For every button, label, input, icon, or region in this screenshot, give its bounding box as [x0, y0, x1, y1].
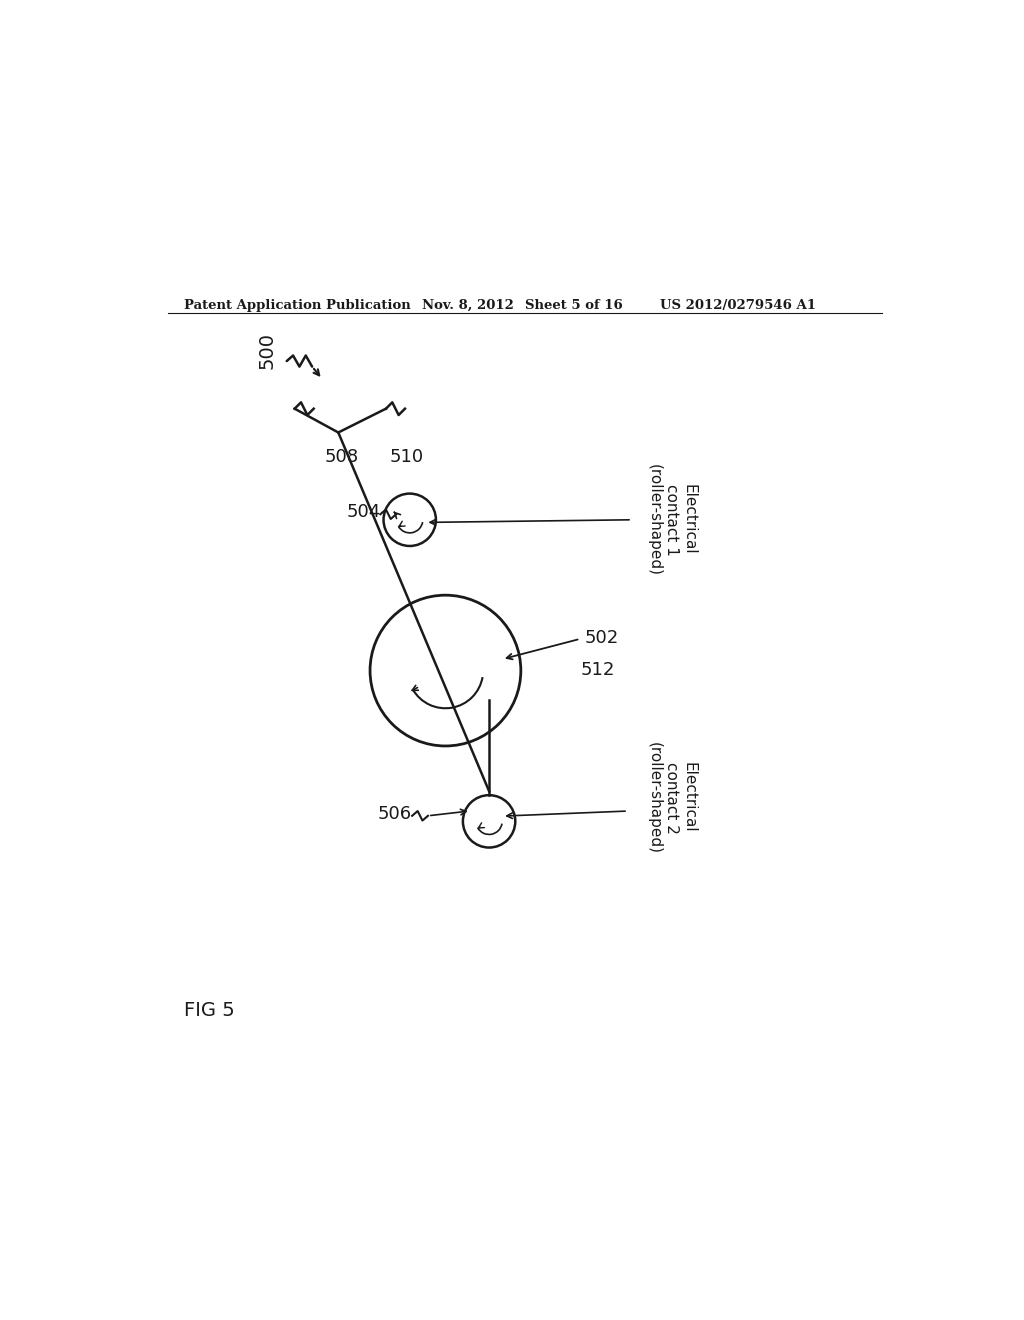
Text: Sheet 5 of 16: Sheet 5 of 16	[524, 300, 623, 312]
Text: 506: 506	[378, 805, 412, 822]
Text: 510: 510	[390, 447, 424, 466]
Text: 502: 502	[585, 628, 618, 647]
Text: Nov. 8, 2012: Nov. 8, 2012	[422, 300, 513, 312]
Text: Patent Application Publication: Patent Application Publication	[183, 300, 411, 312]
Text: US 2012/0279546 A1: US 2012/0279546 A1	[659, 300, 816, 312]
Text: Electrical
contact 1
(roller-shaped): Electrical contact 1 (roller-shaped)	[647, 463, 696, 576]
Text: 504: 504	[346, 503, 381, 521]
Text: 508: 508	[325, 447, 359, 466]
Text: Electrical
contact 2
(roller-shaped): Electrical contact 2 (roller-shaped)	[647, 742, 696, 854]
Text: 500: 500	[257, 333, 276, 370]
Text: 512: 512	[581, 660, 614, 678]
Text: FIG 5: FIG 5	[183, 1001, 234, 1020]
